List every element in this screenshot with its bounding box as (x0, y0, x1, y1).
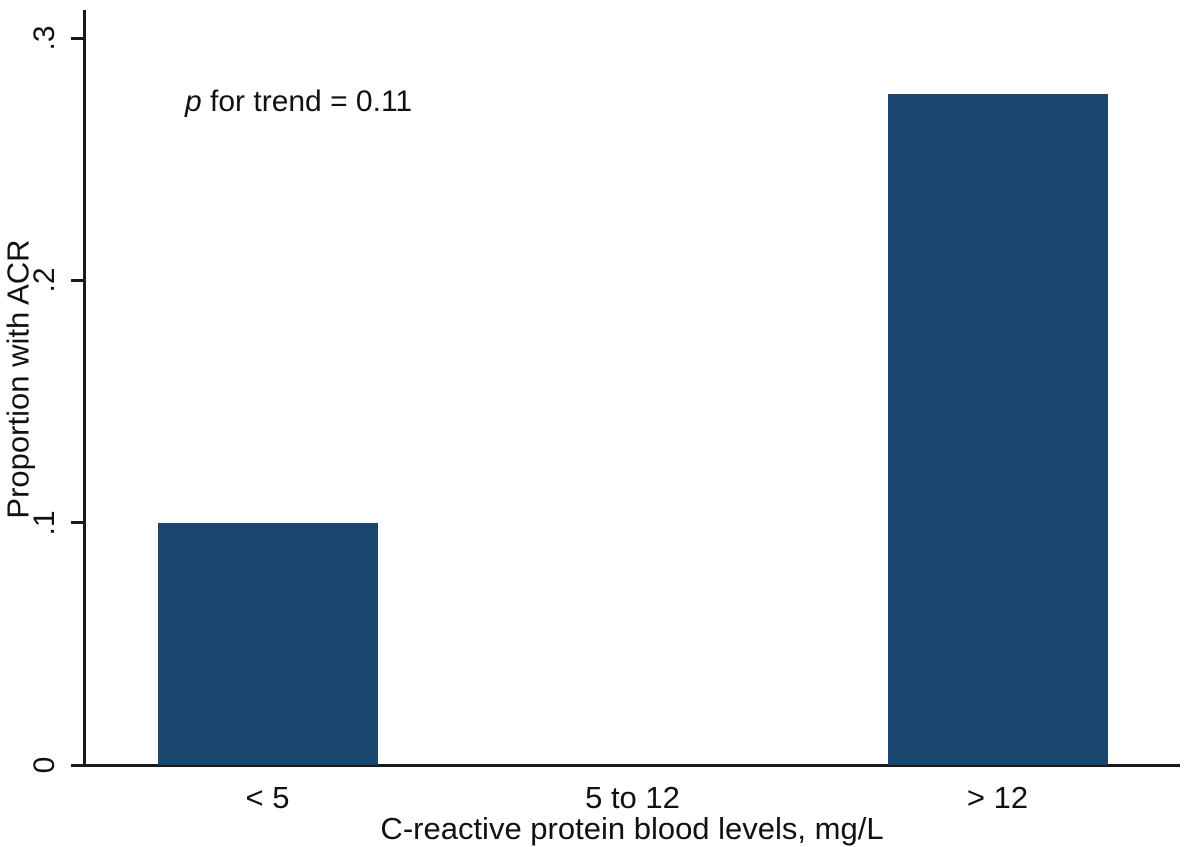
y-axis-line (83, 10, 86, 767)
annotation-italic-p: p (185, 85, 202, 118)
x-tick-label: < 5 (245, 780, 290, 815)
y-tick (71, 521, 84, 525)
x-tick-label: 5 to 12 (585, 780, 680, 815)
bar-3 (887, 93, 1108, 765)
y-tick-label: .3 (28, 25, 61, 51)
y-tick (71, 36, 84, 40)
y-tick (71, 763, 84, 767)
x-tick-label: > 12 (966, 780, 1029, 815)
y-tick-label: .2 (28, 267, 61, 293)
y-tick-label: 0 (28, 756, 61, 774)
y-tick-label: .1 (28, 510, 61, 536)
y-tick (71, 278, 84, 282)
p-for-trend-annotation: p for trend = 0.11 (185, 86, 412, 118)
annotation-text: for trend = 0.11 (201, 85, 413, 118)
x-axis-line (72, 764, 1180, 767)
x-axis-title: C-reactive protein blood levels, mg/L (380, 811, 884, 846)
bar-1 (157, 522, 378, 765)
